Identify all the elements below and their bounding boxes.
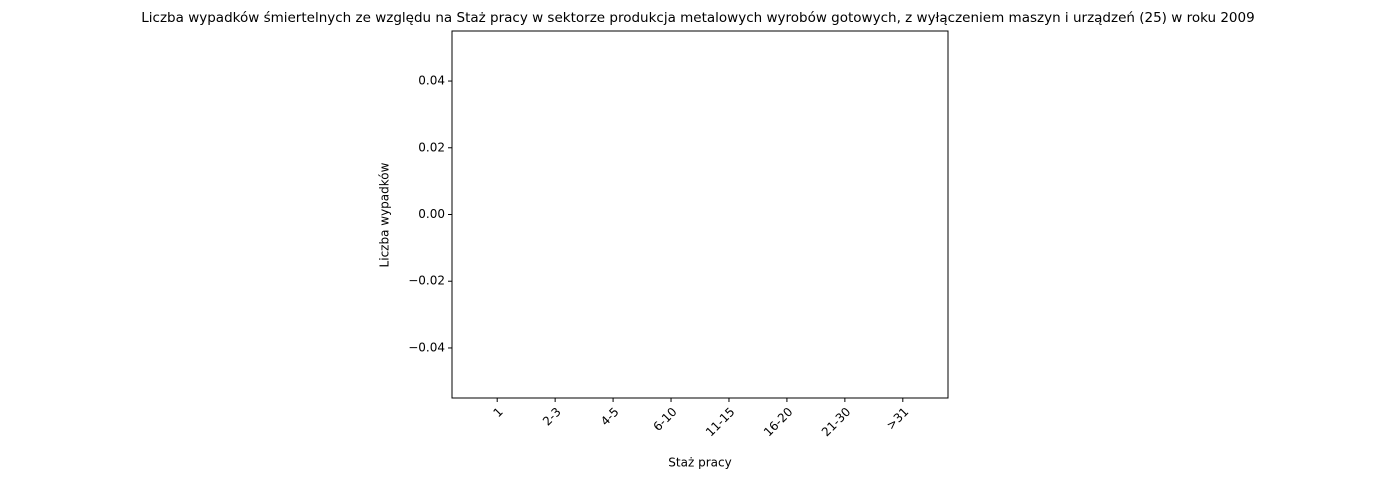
x-tick-label: 11-15 [703, 405, 738, 440]
y-tick-label: 0.00 [418, 207, 445, 221]
x-axis-label: Staż pracy [668, 456, 731, 470]
x-tick-label: 1 [490, 405, 505, 420]
x-tick-label: 6-10 [650, 405, 679, 434]
x-tick-label: 4-5 [598, 405, 622, 429]
y-tick-label: 0.02 [418, 140, 445, 154]
y-tick-label: −0.02 [408, 274, 445, 288]
chart-title: Liczba wypadków śmiertelnych ze względu … [141, 10, 1254, 26]
x-tick-label: 16-20 [761, 405, 796, 440]
x-tick-label: >31 [884, 405, 912, 433]
plot-frame [451, 30, 949, 399]
x-tick-label: 21-30 [819, 405, 854, 440]
x-tick-label: 2-3 [540, 405, 564, 429]
y-tick-label: −0.04 [408, 340, 445, 354]
y-axis-label: Liczba wypadków [378, 162, 392, 267]
y-tick-label: 0.04 [418, 74, 445, 88]
